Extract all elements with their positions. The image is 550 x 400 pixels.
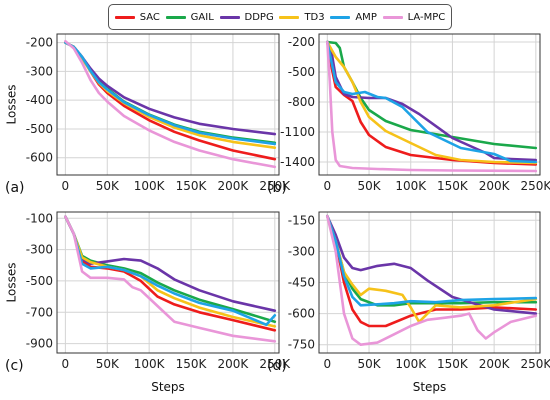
panel-label: (c) [5, 358, 24, 374]
x-tick-label: 250K [520, 179, 550, 193]
y-tick-label: -750 [288, 338, 315, 352]
x-tick-label: 100K [134, 357, 166, 371]
x-tick-label: 200K [218, 357, 250, 371]
x-tick-label: 0 [324, 357, 332, 371]
plot-frame [318, 211, 541, 354]
x-tick-label: 250K [259, 179, 291, 193]
x-tick-label: 200K [479, 357, 511, 371]
x-tick-label: 150K [437, 179, 469, 193]
x-tick-label: 0 [324, 179, 332, 193]
legend-swatch [165, 15, 186, 19]
series-line-amp [64, 41, 277, 146]
series-line-la-mpc [64, 39, 277, 169]
legend-swatch [330, 15, 351, 19]
series-line-amp [326, 214, 538, 307]
legend-label: SAC [139, 11, 160, 23]
y-tick-label: -200 [26, 36, 53, 50]
y-tick-label: -600 [288, 307, 315, 321]
y-tick-label: -500 [26, 274, 53, 288]
x-tick-label: 50K [96, 357, 120, 371]
series-line-amp [64, 215, 277, 327]
y-tick-label: -1100 [280, 125, 315, 139]
x-tick-label: 50K [357, 179, 381, 193]
x-tick-label: 200K [218, 179, 250, 193]
y-tick-label: -800 [288, 95, 315, 109]
series-line-ddpg [326, 40, 538, 162]
legend-item-ddpg: DDPG [219, 11, 274, 23]
y-tick-label: -150 [288, 213, 315, 227]
plot-area [57, 212, 279, 353]
series-line-gail [326, 40, 538, 150]
x-tick-label: 250K [520, 357, 550, 371]
x-tick-label: 50K [96, 179, 120, 193]
legend-label: DDPG [244, 11, 274, 23]
series-line-amp [326, 40, 538, 164]
y-axis-label: Losses [5, 263, 19, 303]
y-tick-label: -400 [26, 93, 53, 107]
y-tick-label: -200 [288, 35, 315, 49]
legend-swatch [382, 15, 403, 19]
legend-swatch [279, 15, 300, 19]
legend-item-la-mpc: LA-MPC [382, 11, 446, 23]
plot-frame [318, 33, 541, 176]
panel-label: (d) [267, 358, 287, 374]
panel-label: (a) [5, 180, 25, 196]
legend-item-sac: SAC [114, 11, 160, 23]
y-tick-label: -100 [26, 211, 53, 225]
y-tick-label: -450 [288, 276, 315, 290]
x-tick-label: 100K [395, 179, 427, 193]
x-tick-label: 150K [176, 179, 208, 193]
legend-label: TD3 [304, 11, 325, 23]
legend-item-td3: TD3 [279, 11, 325, 23]
y-axis-label: Losses [5, 85, 19, 125]
x-tick-label: 100K [134, 179, 166, 193]
legend-label: AMP [355, 11, 377, 23]
panel-c: 0 50K 100K 150K 200K 250K -100 -300 -500 -700 -900… [5, 211, 292, 394]
series-line-la-mpc [326, 214, 538, 346]
x-tick-label: 0 [62, 179, 70, 193]
x-tick-label: 250K [259, 357, 291, 371]
x-tick-label: 200K [479, 179, 511, 193]
plot-area [319, 34, 540, 175]
x-tick-label: 0 [62, 357, 70, 371]
y-tick-label: -300 [26, 243, 53, 257]
legend-item-gail: GAIL [165, 11, 214, 23]
legend-item-amp: AMP [330, 12, 377, 23]
series-line-td3 [326, 214, 538, 324]
panel-label: (b) [267, 180, 287, 196]
y-tick-label: -500 [288, 65, 315, 79]
y-tick-label: -500 [26, 122, 53, 136]
plot-frame [56, 211, 280, 354]
y-tick-label: -1400 [280, 155, 315, 169]
plot-frame [56, 33, 280, 176]
series-line-td3 [326, 40, 538, 165]
x-tick-label: 50K [357, 357, 381, 371]
chart-legend: SAC GAIL DDPG TD3 AMP LA-MPC [108, 4, 452, 30]
y-tick-label: -700 [26, 305, 53, 319]
panel-a: 0 50K 100K 150K 200K 250K -200 -300 -400 -500 -600… [5, 33, 291, 196]
x-axis-label: Steps [413, 380, 447, 394]
y-tick-label: -300 [26, 64, 53, 78]
panel-b: 0 50K 100K 150K 200K 250K -200 -500 -800 -1100 -14… [267, 33, 550, 196]
y-tick-label: -900 [26, 337, 53, 351]
panel-d: 0 50K 100K 150K 200K 250K -150 -300 -450 -600 -750… [267, 211, 550, 394]
x-tick-label: 100K [395, 357, 427, 371]
x-axis-label: Steps [151, 380, 185, 394]
series-line-la-mpc [326, 40, 538, 173]
legend-swatch [114, 15, 135, 19]
legend-label: LA-MPC [407, 11, 446, 23]
y-tick-label: -300 [288, 244, 315, 258]
legend-label: GAIL [190, 11, 214, 23]
x-tick-label: 150K [176, 357, 208, 371]
series-line-la-mpc [64, 215, 277, 343]
legend-swatch [219, 15, 240, 19]
y-tick-label: -600 [26, 151, 53, 165]
x-tick-label: 150K [437, 357, 469, 371]
